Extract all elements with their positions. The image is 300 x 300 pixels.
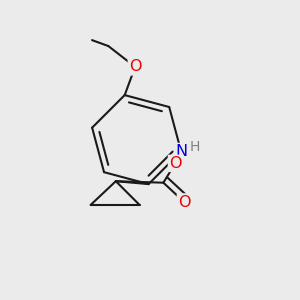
Text: N: N <box>175 144 187 159</box>
Text: H: H <box>189 140 200 154</box>
Text: O: O <box>169 156 182 171</box>
Text: O: O <box>129 59 141 74</box>
Text: O: O <box>178 194 190 209</box>
